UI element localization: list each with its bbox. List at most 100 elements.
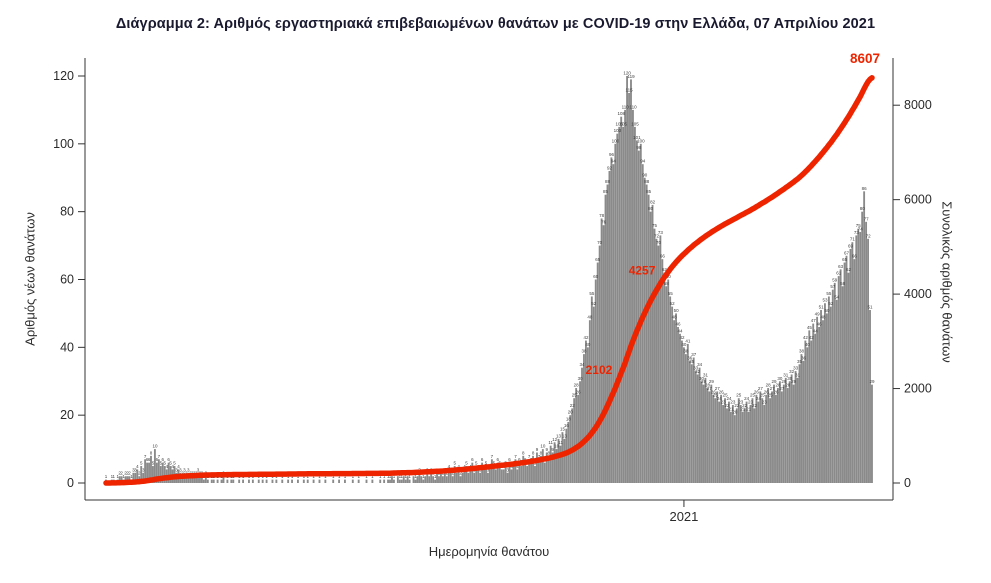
bar-value-label: 33: [693, 366, 699, 371]
bar-value-label: 48: [672, 315, 678, 320]
daily-deaths-bar: [199, 476, 201, 483]
daily-deaths-bar: [545, 452, 548, 483]
daily-deaths-bar: [536, 452, 538, 483]
bar-value-label: 30: [578, 376, 584, 381]
daily-deaths-bar: [487, 472, 489, 483]
daily-deaths-bar: [659, 235, 662, 483]
daily-deaths-bar: [489, 469, 491, 483]
bar-value-label: 2: [124, 471, 127, 476]
bar-value-label: 100: [612, 138, 620, 143]
daily-deaths-bar: [408, 479, 411, 483]
daily-deaths-bar: [120, 476, 123, 483]
daily-deaths-bar: [590, 296, 593, 483]
daily-deaths-bar: [455, 472, 458, 483]
bar-value-label: 49: [815, 311, 821, 316]
bar-value-label: 1: [401, 474, 404, 479]
daily-deaths-bar: [720, 394, 723, 483]
bar-value-label: 5: [160, 461, 163, 466]
bar-value-label: 30: [787, 376, 793, 381]
bar-value-label: 24: [717, 396, 723, 401]
daily-deaths-bar: [804, 340, 807, 483]
daily-deaths-bar: [430, 472, 433, 483]
daily-deaths-bar: [755, 394, 758, 483]
bar-value-label: 42: [583, 335, 589, 340]
bar-value-label: 90: [642, 172, 648, 177]
bar-value-label: 101: [633, 135, 641, 140]
daily-deaths-bar: [767, 388, 770, 483]
daily-deaths-bar: [784, 377, 787, 483]
daily-deaths-bar: [512, 466, 515, 483]
bar-value-label: 2: [126, 471, 129, 476]
bar-value-label: 12: [552, 437, 558, 442]
daily-deaths-bar: [226, 479, 229, 483]
daily-deaths-bar: [459, 476, 462, 483]
daily-deaths-bar: [428, 476, 431, 483]
bar-value-label: 94: [611, 159, 617, 164]
bar-value-label: 20: [732, 410, 738, 415]
bar-value-label: 10: [152, 444, 158, 449]
bar-value-label: 40: [805, 342, 811, 347]
bar-value-label: 1: [399, 474, 402, 479]
daily-deaths-bar: [798, 364, 801, 483]
daily-deaths-bar: [534, 466, 536, 483]
bar-value-label: 1: [130, 474, 133, 479]
daily-deaths-bar: [418, 472, 421, 483]
bar-value-label: 1: [383, 474, 386, 479]
daily-deaths-bar: [581, 367, 583, 483]
daily-deaths-bar: [324, 479, 327, 483]
daily-deaths-bar: [679, 333, 681, 483]
left-tick-label: 100: [53, 137, 74, 151]
bar-value-label: 8: [540, 450, 543, 455]
bar-value-label: 6: [471, 457, 474, 462]
daily-deaths-bar: [612, 164, 615, 483]
daily-deaths-bar: [541, 449, 544, 483]
daily-deaths-bar: [402, 476, 405, 483]
daily-deaths-bar: [731, 404, 734, 483]
bar-value-label: 53: [822, 298, 828, 303]
daily-deaths-bar: [518, 462, 521, 483]
daily-deaths-bar: [618, 126, 621, 484]
daily-deaths-bar: [855, 235, 858, 483]
bar-value-label: 18: [566, 416, 572, 421]
daily-deaths-bar: [469, 469, 472, 483]
daily-deaths-bar: [737, 398, 740, 483]
bar-value-label: 30: [699, 376, 705, 381]
daily-deaths-bar: [733, 415, 736, 483]
bar-value-label: 37: [691, 352, 697, 357]
daily-deaths-bars: [105, 76, 873, 484]
daily-deaths-bar: [816, 316, 819, 483]
bar-value-label: 3: [179, 467, 182, 472]
daily-deaths-bar: [780, 391, 783, 483]
bar-value-label: 26: [576, 389, 582, 394]
bar-value-label: 69: [848, 243, 854, 248]
daily-deaths-bar: [786, 388, 789, 483]
daily-deaths-bar: [869, 310, 871, 483]
bar-value-label: 28: [574, 383, 580, 388]
daily-deaths-bar: [553, 442, 556, 483]
daily-deaths-bar: [865, 221, 868, 483]
bar-value-label: 7: [491, 454, 494, 459]
daily-deaths-bar: [586, 347, 589, 483]
daily-deaths-bar: [647, 194, 650, 483]
bar-value-label: 28: [775, 383, 781, 388]
daily-deaths-bar: [724, 398, 726, 483]
daily-deaths-bar: [812, 323, 815, 483]
daily-deaths-bar: [434, 479, 436, 483]
daily-deaths-bar: [302, 479, 305, 483]
daily-deaths-bar: [344, 479, 346, 483]
daily-deaths-bar: [440, 472, 442, 483]
daily-deaths-bar: [810, 340, 813, 483]
daily-deaths-bar: [526, 466, 529, 483]
bar-value-label: 9: [551, 447, 554, 452]
left-tick-label: 80: [60, 205, 74, 219]
bar-value-label: 27: [770, 386, 776, 391]
daily-deaths-bar: [814, 333, 817, 483]
daily-deaths-bar: [202, 479, 205, 483]
daily-deaths-bar: [735, 408, 738, 483]
daily-deaths-bar: [773, 384, 775, 483]
bar-value-label: 72: [654, 233, 660, 238]
bar-value-label: 38: [799, 349, 805, 354]
daily-deaths-bar: [794, 371, 797, 483]
daily-deaths-bar: [728, 401, 730, 483]
